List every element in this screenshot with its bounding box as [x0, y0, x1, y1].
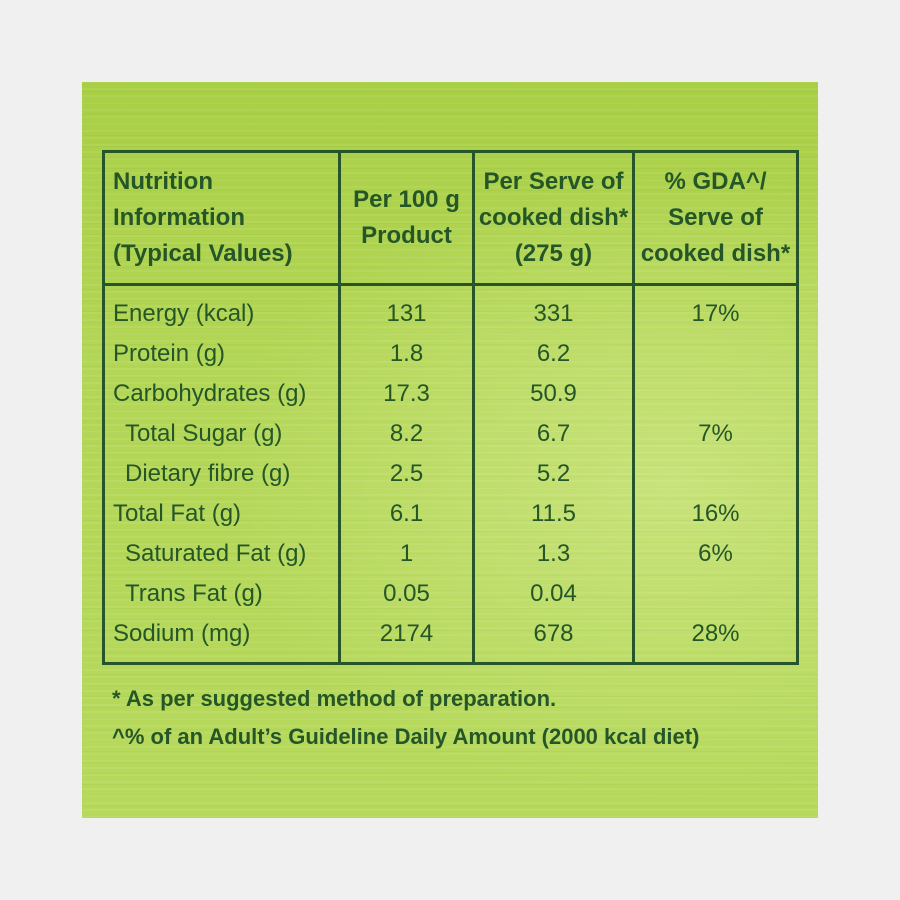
value-per-100g: 131 — [338, 284, 475, 334]
value-per-100g: 2174 — [338, 614, 475, 665]
value-gda — [632, 454, 799, 494]
nutrition-table-wrap: Nutrition Information (Typical Values) P… — [102, 150, 799, 665]
nutrient-name: Energy (kcal) — [102, 284, 341, 334]
value-per-serve: 0.04 — [472, 574, 635, 614]
nutrient-name: Total Fat (g) — [102, 494, 341, 534]
row-energy: Energy (kcal) 131 331 17% — [102, 284, 799, 334]
header-line: Nutrition — [113, 168, 213, 195]
row-carbohydrates: Carbohydrates (g) 17.3 50.9 — [102, 374, 799, 414]
footnotes: * As per suggested method of preparation… — [112, 680, 699, 756]
header-line: % GDA^/ — [664, 168, 767, 195]
value-gda: 28% — [632, 614, 799, 665]
value-per-serve: 331 — [472, 284, 635, 334]
value-per-serve: 6.2 — [472, 334, 635, 374]
value-per-serve: 5.2 — [472, 454, 635, 494]
nutrient-name: Trans Fat (g) — [102, 574, 341, 614]
header-gda: % GDA^/ Serve of cooked dish* — [632, 150, 799, 286]
header-line: Information — [113, 204, 245, 231]
value-gda: 16% — [632, 494, 799, 534]
footnote-preparation: * As per suggested method of preparation… — [112, 686, 557, 711]
value-per-serve: 11.5 — [472, 494, 635, 534]
value-per-100g: 8.2 — [338, 414, 475, 454]
header-line: Product — [361, 222, 452, 249]
header-line: cooked dish* — [478, 204, 629, 231]
row-sodium: Sodium (mg) 2174 678 28% — [102, 614, 799, 665]
value-per-serve: 50.9 — [472, 374, 635, 414]
row-protein: Protein (g) 1.8 6.2 — [102, 334, 799, 374]
header-per-100g: Per 100 g Product — [338, 150, 475, 286]
value-gda: 7% — [632, 414, 799, 454]
nutrient-name: Protein (g) — [102, 334, 341, 374]
row-trans-fat: Trans Fat (g) 0.05 0.04 — [102, 574, 799, 614]
value-per-100g: 1 — [338, 534, 475, 574]
header-row: Nutrition Information (Typical Values) P… — [102, 150, 799, 286]
nutrient-name: Saturated Fat (g) — [102, 534, 341, 574]
row-saturated-fat: Saturated Fat (g) 1 1.3 6% — [102, 534, 799, 574]
value-gda — [632, 374, 799, 414]
value-per-100g: 0.05 — [338, 574, 475, 614]
nutrient-name: Total Sugar (g) — [102, 414, 341, 454]
nutrient-name: Dietary fibre (g) — [102, 454, 341, 494]
value-gda: 6% — [632, 534, 799, 574]
nutrition-label-panel: Nutrition Information (Typical Values) P… — [82, 82, 818, 818]
header-line: Per 100 g — [353, 186, 460, 213]
value-per-100g: 2.5 — [338, 454, 475, 494]
header-line: Serve of — [668, 204, 763, 231]
value-per-100g: 1.8 — [338, 334, 475, 374]
value-per-serve: 678 — [472, 614, 635, 665]
row-total-fat: Total Fat (g) 6.1 11.5 16% — [102, 494, 799, 534]
value-per-serve: 6.7 — [472, 414, 635, 454]
value-per-serve: 1.3 — [472, 534, 635, 574]
header-line: cooked dish* — [640, 240, 791, 267]
nutrient-name: Carbohydrates (g) — [102, 374, 341, 414]
header-line: (Typical Values) — [113, 240, 293, 267]
header-line: (275 g) — [514, 240, 593, 267]
value-per-100g: 17.3 — [338, 374, 475, 414]
footnote-gda: ^% of an Adult’s Guideline Daily Amount … — [112, 724, 700, 749]
value-gda — [632, 574, 799, 614]
nutrient-name: Sodium (mg) — [102, 614, 341, 665]
value-gda: 17% — [632, 284, 799, 334]
value-per-100g: 6.1 — [338, 494, 475, 534]
header-line: Per Serve of — [483, 168, 624, 195]
value-gda — [632, 334, 799, 374]
header-per-serve: Per Serve of cooked dish* (275 g) — [472, 150, 635, 286]
nutrition-table: Nutrition Information (Typical Values) P… — [102, 150, 799, 665]
row-dietary-fibre: Dietary fibre (g) 2.5 5.2 — [102, 454, 799, 494]
row-total-sugar: Total Sugar (g) 8.2 6.7 7% — [102, 414, 799, 454]
header-nutrition-information: Nutrition Information (Typical Values) — [102, 150, 341, 286]
